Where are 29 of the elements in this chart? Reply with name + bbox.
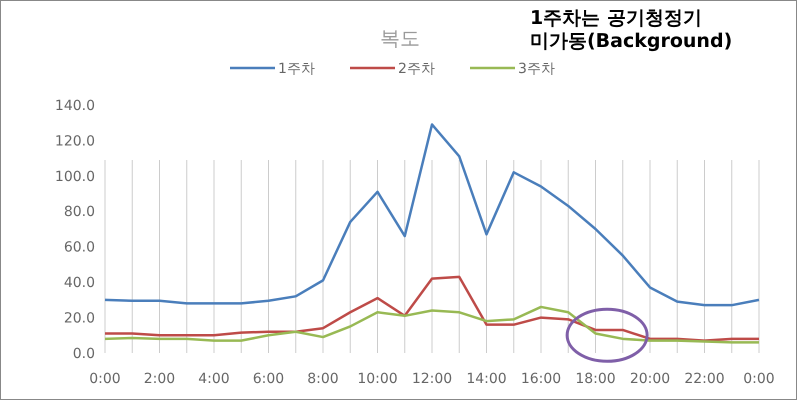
x-tick-label: 10:00	[357, 371, 398, 387]
x-tick-label: 18:00	[575, 371, 616, 387]
y-tick-label: 60.0	[64, 240, 95, 256]
x-tick-label: 4:00	[198, 371, 230, 387]
y-tick-label: 20.0	[64, 310, 95, 326]
y-tick-label: 40.0	[64, 275, 95, 292]
x-tick-label: 0:00	[743, 371, 775, 387]
x-tick-label: 22:00	[684, 371, 725, 387]
text: 1주차는 공기청정기 미가동(Background)	[530, 7, 732, 52]
x-tick-label: 14:00	[466, 371, 507, 387]
x-tick-label: 6:00	[252, 371, 284, 387]
line-series	[104, 123, 760, 306]
x-tick-label: 20:00	[630, 371, 670, 387]
line-series	[104, 276, 760, 342]
x-tick-label: 2:00	[144, 371, 176, 387]
legend-label: 1주차	[278, 60, 315, 77]
x-tick-label: 8:00	[307, 371, 339, 387]
y-tick-label: 100.0	[54, 168, 95, 185]
x-tick-label: 16:00	[520, 371, 562, 387]
y-tick-label: 80.0	[64, 204, 95, 220]
chart-title: 복도	[380, 26, 420, 50]
y-tick-label: 140.0	[54, 98, 95, 114]
y-tick-label: 0.0	[72, 346, 95, 362]
legend-label: 3주차	[518, 60, 555, 77]
legend-label: 2주차	[398, 60, 435, 77]
x-tick-label: 0:00	[89, 371, 121, 387]
line-series	[104, 306, 760, 344]
x-tick-label: 12:00	[412, 371, 452, 387]
y-tick-label: 120.0	[54, 133, 95, 150]
